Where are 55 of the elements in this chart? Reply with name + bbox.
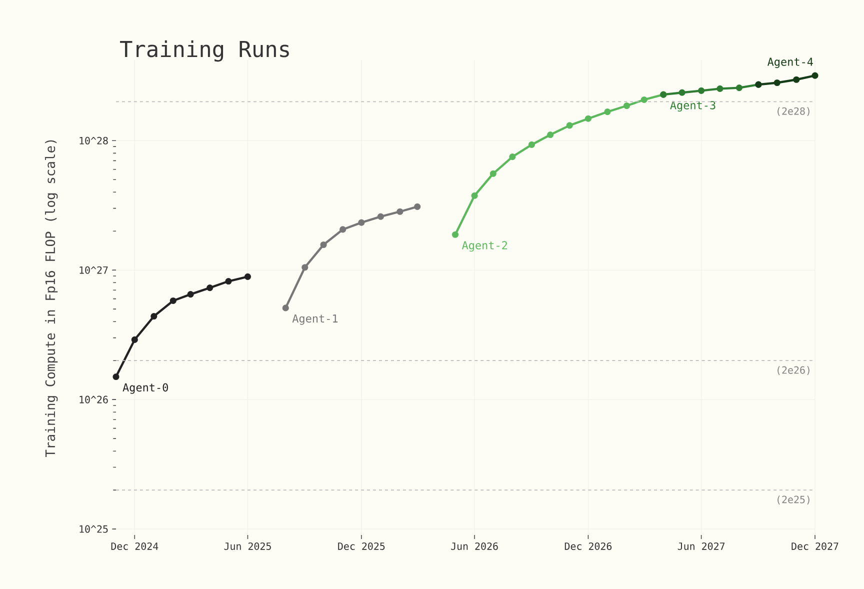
y-tick-label: 10^25 bbox=[80, 525, 108, 533]
point bbox=[396, 208, 404, 215]
point bbox=[623, 102, 630, 110]
y-tick-label: 10^27 bbox=[80, 266, 108, 274]
y-axis-title: Training Compute in Fp16 FLOP (log scale) bbox=[45, 140, 58, 458]
x-tick-label: Jun 2026 bbox=[451, 542, 498, 550]
series-label: Agent-1 bbox=[292, 314, 338, 325]
point bbox=[547, 131, 554, 138]
point bbox=[698, 87, 705, 94]
y-tick-label: 10^28 bbox=[80, 136, 108, 144]
series-label: Agent-3 bbox=[670, 101, 716, 112]
point bbox=[131, 336, 138, 343]
chart-title: Training Runs bbox=[120, 40, 289, 62]
series-label: Agent-0 bbox=[122, 383, 168, 394]
point bbox=[414, 203, 421, 210]
point bbox=[358, 219, 365, 226]
ref-line-label: (2e26) bbox=[778, 366, 810, 375]
series-label: Agent-2 bbox=[462, 241, 507, 252]
x-tick-label: Dec 2025 bbox=[338, 542, 385, 550]
point bbox=[377, 213, 384, 220]
ref-line-label: (2e28) bbox=[778, 107, 810, 116]
point bbox=[774, 79, 780, 86]
series-label: Agent-4 bbox=[768, 58, 813, 68]
point bbox=[716, 85, 724, 92]
x-tick-label: Dec 2024 bbox=[111, 542, 158, 550]
point bbox=[528, 141, 535, 148]
x-tick-label: Jun 2025 bbox=[224, 542, 271, 550]
point bbox=[170, 297, 176, 304]
x-tick-label: Dec 2027 bbox=[792, 542, 838, 550]
point bbox=[566, 122, 573, 129]
point bbox=[604, 108, 611, 116]
point bbox=[302, 264, 308, 271]
point bbox=[584, 115, 592, 122]
y-tick-label: 10^26 bbox=[80, 396, 108, 404]
point bbox=[206, 284, 214, 292]
point bbox=[112, 373, 120, 380]
point bbox=[490, 170, 496, 177]
point bbox=[678, 89, 686, 96]
x-tick-label: Jun 2027 bbox=[678, 542, 725, 550]
ref-line-label: (2e25) bbox=[778, 496, 810, 504]
point bbox=[150, 312, 158, 320]
point bbox=[340, 226, 346, 233]
point bbox=[187, 291, 194, 298]
point bbox=[640, 96, 648, 104]
point bbox=[282, 304, 289, 312]
x-tick-label: Dec 2026 bbox=[564, 542, 612, 550]
point bbox=[320, 241, 327, 248]
point bbox=[509, 154, 516, 160]
point bbox=[793, 76, 800, 83]
point bbox=[736, 84, 742, 92]
point bbox=[244, 273, 252, 280]
point bbox=[452, 231, 459, 238]
point bbox=[812, 72, 818, 79]
point bbox=[471, 192, 478, 199]
point bbox=[225, 278, 232, 285]
